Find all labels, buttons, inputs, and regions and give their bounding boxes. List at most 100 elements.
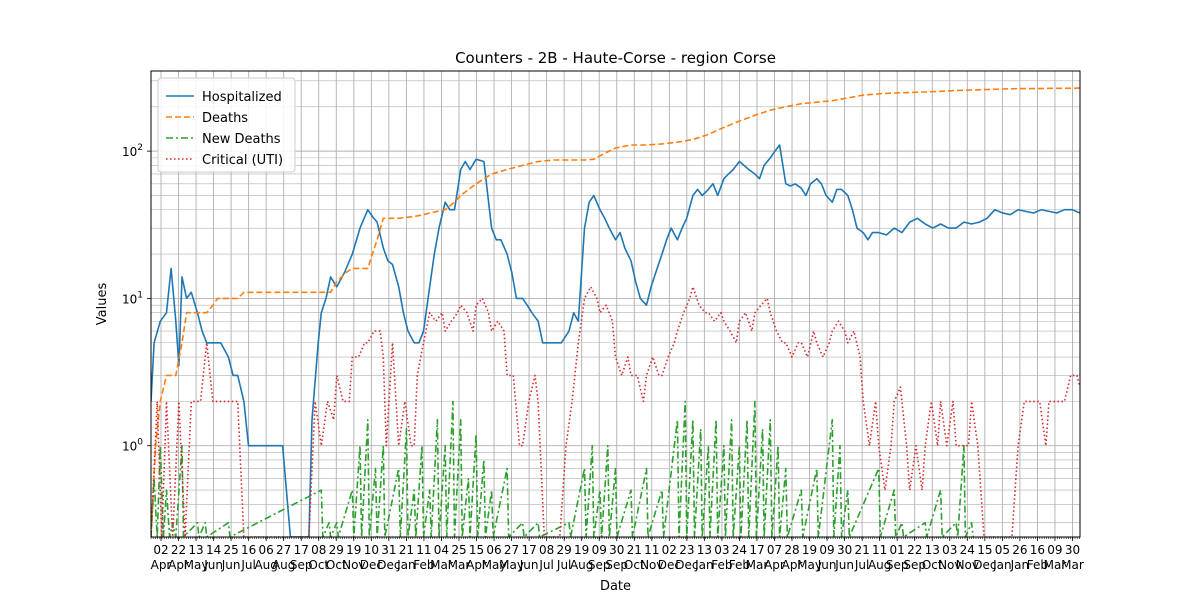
x-tick-day: 30 [1065, 543, 1080, 557]
x-tick-day: 21 [627, 543, 642, 557]
x-tick-month: Sep [886, 558, 909, 572]
x-tick-day: 09 [1047, 543, 1062, 557]
x-tick-day: 17 [294, 543, 309, 557]
x-tick-day: 19 [346, 543, 361, 557]
x-tick-day: 03 [942, 543, 957, 557]
x-tick-day: 28 [784, 543, 799, 557]
x-tick-month: Nov [342, 558, 365, 572]
x-tick-month: Jan [992, 558, 1012, 572]
x-tick-month: Sep [903, 558, 926, 572]
x-tick-month: Dec [675, 558, 698, 572]
x-tick-day: 26 [1012, 543, 1027, 557]
x-tick-month: Oct [624, 558, 645, 572]
x-tick-day: 13 [697, 543, 712, 557]
x-tick-day: 14 [206, 543, 221, 557]
legend-entry: Critical (UTI) [202, 153, 283, 168]
y-tick-label: 100 [122, 438, 143, 454]
x-tick-month: Mar [448, 558, 471, 572]
x-tick-day: 24 [732, 543, 747, 557]
x-axis-label: Date [600, 579, 631, 594]
x-tick-day: 24 [960, 543, 975, 557]
x-tick-month: Dec [360, 558, 383, 572]
x-tick-day: 25 [223, 543, 238, 557]
x-tick-day: 11 [872, 543, 887, 557]
x-tick-month: Oct [922, 558, 943, 572]
x-tick-month: Apr [466, 558, 487, 572]
x-tick-day: 11 [644, 543, 659, 557]
x-tick-month: May [482, 558, 507, 572]
x-tick-day: 06 [259, 543, 274, 557]
x-tick-day: 21 [854, 543, 869, 557]
x-tick-month: Feb [711, 558, 732, 572]
x-tick-day: 16 [1030, 543, 1045, 557]
x-tick-day: 07 [767, 543, 782, 557]
x-tick-month: Jan [694, 558, 714, 572]
x-tick-month: Jul [240, 558, 255, 572]
x-tick-month: Mar [430, 558, 453, 572]
x-tick-day: 22 [171, 543, 186, 557]
series-layer [151, 87, 1080, 537]
x-tick-month: Apr [764, 558, 785, 572]
x-tick-month: Aug [254, 558, 277, 572]
x-tick-day: 06 [486, 543, 501, 557]
x-tick-day: 08 [539, 543, 554, 557]
x-tick-month: Jan [1010, 558, 1030, 572]
x-tick-day: 27 [276, 543, 291, 557]
x-tick-day: 17 [749, 543, 764, 557]
x-tick-day: 27 [504, 543, 519, 557]
x-tick-month: Nov [938, 558, 961, 572]
x-tick-day: 10 [364, 543, 379, 557]
x-tick-month: Sep [605, 558, 628, 572]
grid-lines [151, 71, 1080, 537]
x-tick-month: May [184, 558, 209, 572]
x-tick-month: May [797, 558, 822, 572]
x-tick-day: 30 [609, 543, 624, 557]
x-tick-month: Feb [413, 558, 434, 572]
chart-title: Counters - 2B - Haute-Corse - region Cor… [455, 49, 776, 67]
x-tick-day: 08 [311, 543, 326, 557]
y-axis-label: Values [95, 283, 110, 326]
x-tick-day: 02 [662, 543, 677, 557]
x-tick-month: Jun [203, 558, 223, 572]
x-tick-day: 15 [977, 543, 992, 557]
x-tick-day: 21 [399, 543, 414, 557]
series-line-new-deaths [151, 400, 974, 537]
x-tick-month: Aug [272, 558, 295, 572]
x-tick-day: 01 [890, 543, 905, 557]
x-tick-day: 04 [434, 543, 449, 557]
legend-entry: Deaths [202, 111, 248, 126]
x-tick-day: 05 [995, 543, 1010, 557]
x-tick-month: Dec [973, 558, 996, 572]
x-tick-month: Oct [308, 558, 329, 572]
x-tick-day: 02 [153, 543, 168, 557]
x-tick-day: 09 [819, 543, 834, 557]
x-tick-month: Dec [377, 558, 400, 572]
legend-entry: New Deaths [202, 132, 281, 147]
plot-area [151, 87, 1080, 537]
x-tick-month: Feb [1027, 558, 1048, 572]
x-tick-month: Apr [168, 558, 189, 572]
series-line-deaths [151, 87, 1080, 537]
x-tick-day: 15 [469, 543, 484, 557]
x-tick-month: Nov [956, 558, 979, 572]
x-tick-month: Mar [1061, 558, 1084, 572]
x-tick-day: 19 [802, 543, 817, 557]
y-axis-ticks: 100 101 102 [122, 143, 151, 454]
y-tick-label: 101 [122, 290, 143, 306]
x-tick-day: 13 [188, 543, 203, 557]
x-tick-month: Jan [396, 558, 416, 572]
x-tick-day: 16 [241, 543, 256, 557]
x-tick-month: Jun [519, 558, 539, 572]
x-tick-month: Mar [746, 558, 769, 572]
legend-entry: Hospitalized [202, 90, 282, 105]
x-tick-month: May [499, 558, 524, 572]
x-tick-day: 22 [907, 543, 922, 557]
x-tick-month: Jun [834, 558, 854, 572]
legend-box [157, 77, 296, 173]
x-tick-month: Apr [151, 558, 172, 572]
x-tick-day: 09 [592, 543, 607, 557]
series-line-hospitalized [151, 144, 1080, 537]
x-tick-month: Feb [729, 558, 750, 572]
x-tick-month: Jun [817, 558, 837, 572]
